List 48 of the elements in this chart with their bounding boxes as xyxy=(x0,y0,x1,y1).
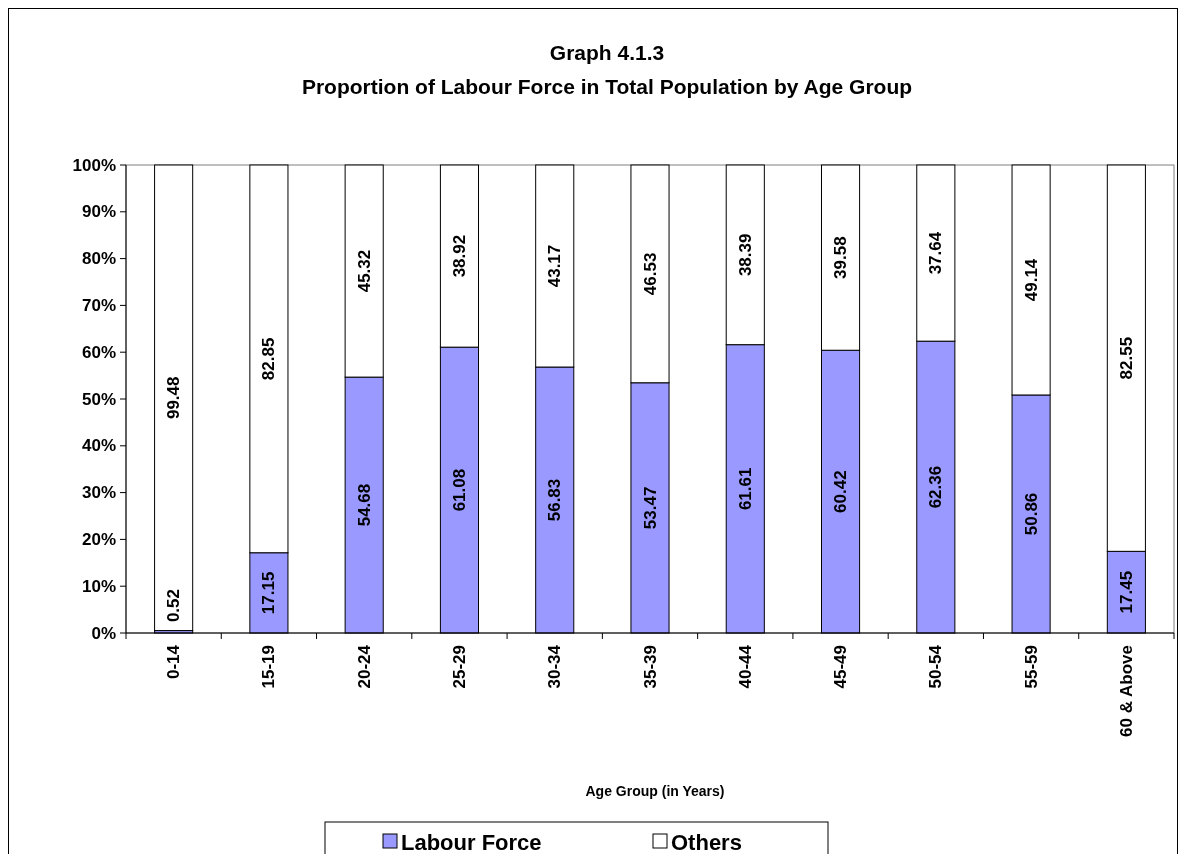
data-label: 61.61 xyxy=(735,467,755,511)
data-label: 38.92 xyxy=(449,234,469,278)
x-tick-label: 60 & Above xyxy=(1116,645,1136,737)
data-label: 62.36 xyxy=(926,465,946,509)
data-label: 38.39 xyxy=(735,233,755,277)
data-label: 17.45 xyxy=(1116,570,1136,614)
data-label: 49.14 xyxy=(1021,258,1041,302)
y-tick-label: 20% xyxy=(81,529,116,549)
data-label: 45.32 xyxy=(354,249,374,293)
data-label: 54.68 xyxy=(354,483,374,527)
data-label: 53.47 xyxy=(640,486,660,530)
x-tick-label: 0-14 xyxy=(164,644,184,680)
data-label: 37.64 xyxy=(926,231,946,275)
y-tick-label: 80% xyxy=(81,249,116,269)
data-label: 56.83 xyxy=(545,478,565,522)
data-label: 0.52 xyxy=(164,589,184,623)
data-label: 82.55 xyxy=(1116,336,1136,380)
data-label: 99.48 xyxy=(164,376,184,420)
y-tick-label: 100% xyxy=(72,155,116,175)
x-tick-label: 40-44 xyxy=(735,644,755,689)
data-label: 60.42 xyxy=(831,470,851,513)
legend-label: Labour Force xyxy=(401,829,542,854)
y-tick-label: 30% xyxy=(81,483,116,503)
x-tick-label: 25-29 xyxy=(449,645,469,689)
x-axis-title: Age Group (in Years) xyxy=(585,783,725,799)
data-label: 50.86 xyxy=(1021,492,1041,536)
data-label: 46.53 xyxy=(640,252,660,296)
x-tick-label: 30-34 xyxy=(545,644,565,689)
y-tick-label: 10% xyxy=(81,576,116,596)
data-label: 17.15 xyxy=(259,571,279,615)
y-tick-label: 0% xyxy=(91,623,116,643)
data-label: 39.58 xyxy=(831,236,851,279)
y-tick-label: 70% xyxy=(81,295,116,315)
x-tick-label: 50-54 xyxy=(926,644,946,689)
legend-label: Others xyxy=(671,829,742,854)
data-label: 82.85 xyxy=(259,337,279,381)
x-tick-label: 45-49 xyxy=(831,645,851,689)
x-tick-label: 55-59 xyxy=(1021,645,1041,689)
y-tick-label: 60% xyxy=(81,342,116,362)
x-tick-label: 20-24 xyxy=(354,644,374,689)
y-tick-label: 90% xyxy=(81,202,116,222)
chart-title: Graph 4.1.3 Proportion of Labour Force in Total Population by Age Group xyxy=(301,41,913,98)
y-tick-label: 40% xyxy=(81,436,116,456)
data-label: 43.17 xyxy=(545,244,565,288)
x-tick-label: 15-19 xyxy=(259,645,279,689)
data-label: 61.08 xyxy=(449,468,469,512)
y-tick-label: 50% xyxy=(81,389,116,409)
x-tick-label: 35-39 xyxy=(640,645,660,689)
